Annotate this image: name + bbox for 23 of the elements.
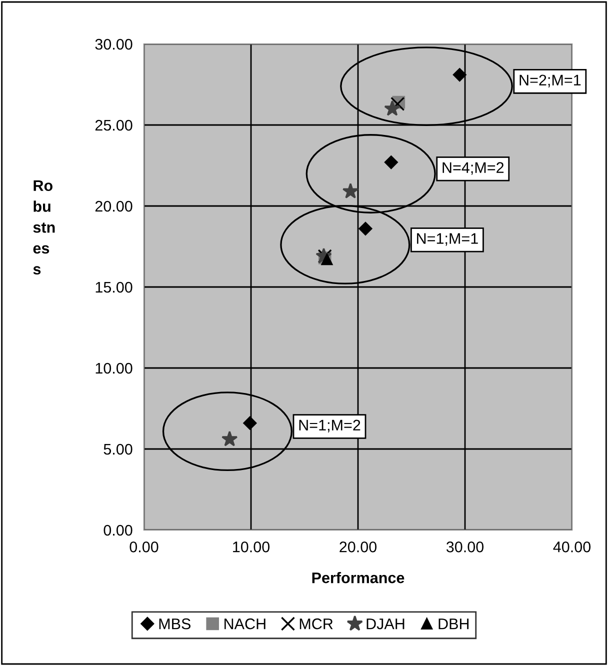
legend-label: NACH <box>224 618 266 630</box>
annotation: N=2;M=1 <box>520 74 581 88</box>
annotation: N=1;M=2 <box>299 420 360 432</box>
y-tick-label: 20.00 <box>95 200 132 212</box>
annotation: N=1;M=1 <box>417 233 478 246</box>
y-axis-title: Ro bu stn es s <box>33 180 55 275</box>
x-tick-label: 20.00 <box>340 542 377 552</box>
y-tick-label: 15.00 <box>96 282 132 293</box>
legend-label: MBS <box>159 618 190 630</box>
y-tick-label: 5.00 <box>104 444 132 455</box>
x-tick-label: 10.00 <box>233 542 270 552</box>
annotation: N=4;M=2 <box>442 162 504 175</box>
x-tick-label: 30.00 <box>446 542 484 552</box>
x-axis-title: Performance <box>312 572 404 584</box>
legend-label: MCR <box>300 618 333 630</box>
x-tick-label: 0.00 <box>130 542 158 552</box>
y-tick-label: 0.00 <box>104 524 132 536</box>
legend-label: DBH <box>438 618 469 630</box>
y-tick-label: 30.00 <box>95 38 132 50</box>
y-tick-label: 25.00 <box>95 120 132 131</box>
x-tick-label: 40.00 <box>553 542 591 552</box>
y-tick-label: 10.00 <box>96 362 132 374</box>
legend-label: DJAH <box>366 618 404 630</box>
